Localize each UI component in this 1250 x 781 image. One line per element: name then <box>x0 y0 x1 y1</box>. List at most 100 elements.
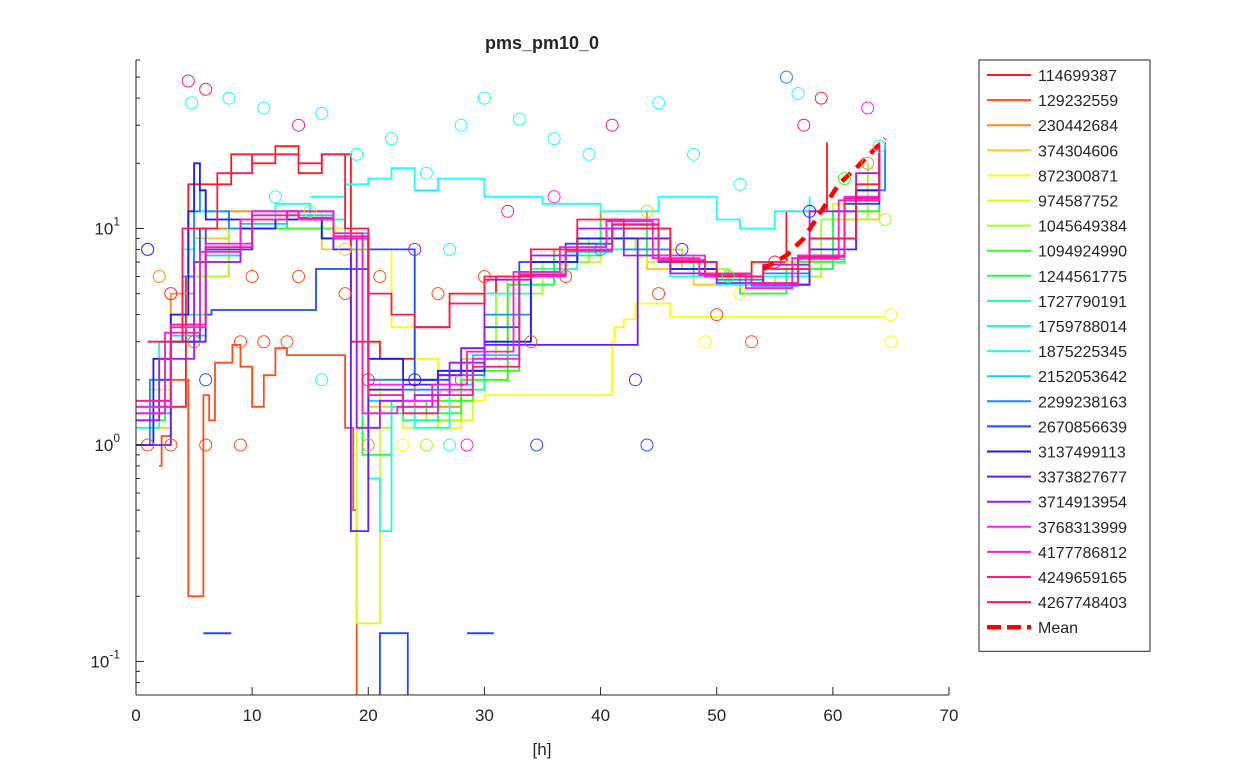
data-point-circle <box>501 204 515 218</box>
legend-label: 374304606 <box>1038 143 1118 160</box>
data-point-circle <box>460 438 474 452</box>
data-point-circle <box>222 91 236 105</box>
data-point-circle <box>530 438 544 452</box>
series-line-1875225345 <box>310 167 811 230</box>
data-point-circle <box>164 287 178 301</box>
x-tick-label: 30 <box>475 706 494 725</box>
data-point-circle <box>861 156 875 170</box>
data-point-circle <box>884 308 898 322</box>
data-point-circle <box>443 438 457 452</box>
data-point-circle <box>605 118 619 132</box>
series-line-129232559 <box>159 344 358 695</box>
plot-area <box>136 70 898 695</box>
legend-label: 2152053642 <box>1038 369 1127 386</box>
data-point-circle <box>234 438 247 452</box>
legend-label: 230442684 <box>1038 118 1118 135</box>
x-tick-label: 20 <box>359 706 378 725</box>
x-tick-label: 10 <box>243 706 262 725</box>
data-point-circle <box>408 242 422 256</box>
x-tick-label: 40 <box>591 706 610 725</box>
legend-label: Mean <box>1038 620 1078 637</box>
data-point-circle <box>675 242 689 256</box>
data-point-circle <box>721 270 735 283</box>
series-line-3768313999 <box>136 146 881 408</box>
data-point-circle <box>838 172 851 186</box>
data-point-circle <box>257 335 271 349</box>
data-point-circle <box>408 373 422 387</box>
legend-label: 3137499113 <box>1038 445 1126 462</box>
data-point-circle <box>477 91 491 105</box>
step-trace-0 <box>379 632 409 695</box>
data-point-circle <box>257 101 271 115</box>
legend-label: 1094924990 <box>1038 244 1127 261</box>
data-point-circle <box>280 335 294 349</box>
data-point-circle <box>547 132 561 146</box>
data-point-circle <box>454 373 468 387</box>
legend-label: 4267748403 <box>1038 595 1127 612</box>
legend-label: 4249659165 <box>1038 570 1127 587</box>
data-point-circle <box>185 96 199 110</box>
legend-label: 872300871 <box>1038 168 1118 185</box>
series-lines <box>136 137 887 695</box>
legend-label: 129232559 <box>1038 93 1118 110</box>
data-point-circle <box>245 270 259 283</box>
data-point-circle <box>797 118 811 132</box>
data-point-circle <box>559 270 573 283</box>
data-point-circle <box>303 204 317 218</box>
data-point-circle <box>640 204 654 218</box>
series-line-4267748403 <box>147 142 881 343</box>
legend-label: 974587752 <box>1038 194 1118 211</box>
data-point-circle <box>292 270 306 283</box>
y-tick-label: 10-1 <box>90 647 120 671</box>
legend: 114699387 129232559 230442684 374304606 8723… <box>978 59 1151 652</box>
data-point-circle <box>454 118 468 132</box>
legend-label: 2670856639 <box>1038 419 1127 436</box>
data-point-circle <box>199 82 213 96</box>
data-point-circle <box>443 242 457 256</box>
x-tick-label: 70 <box>940 706 959 725</box>
legend-label: 1244561775 <box>1038 269 1127 286</box>
x-tick-label: 50 <box>707 706 726 725</box>
data-point-circle <box>373 270 387 283</box>
y-tick-label: 100 <box>94 431 120 455</box>
data-point-circle <box>361 373 375 387</box>
data-point-circle <box>594 242 608 256</box>
legend-label: 3373827677 <box>1038 470 1127 487</box>
data-point-circle <box>338 287 352 301</box>
data-point-circle <box>181 74 195 88</box>
series-line-mean <box>762 137 887 271</box>
data-point-circle <box>779 70 793 84</box>
y-tick-label: 101 <box>94 214 120 238</box>
data-point-circle <box>652 96 666 110</box>
data-point-circle <box>547 190 561 204</box>
data-point-circle <box>361 438 375 452</box>
legend-label: 1727790191 <box>1038 294 1127 311</box>
data-point-circle <box>477 270 491 283</box>
data-point-circle <box>199 373 213 387</box>
data-point-circle <box>350 147 364 161</box>
data-point-circle <box>524 335 538 349</box>
legend-label: 3768313999 <box>1038 520 1127 537</box>
legend-label: 1045649384 <box>1038 219 1127 236</box>
legend-label: 2299238163 <box>1038 394 1127 411</box>
data-point-circle <box>268 190 282 204</box>
x-axis-label: [h] <box>533 740 552 759</box>
data-point-circle <box>582 147 596 161</box>
data-point-circle <box>315 373 329 387</box>
data-point-circle <box>315 106 329 120</box>
data-point-circle <box>710 308 724 322</box>
data-point-circle <box>141 242 155 256</box>
data-point-circle <box>652 287 666 301</box>
data-point-circle <box>628 373 642 387</box>
data-point-circle <box>745 335 759 349</box>
legend-label: 3714913954 <box>1038 495 1127 512</box>
series-line-4177786812 <box>136 150 881 415</box>
data-point-circle <box>803 204 817 218</box>
data-point-circle <box>733 177 747 191</box>
data-point-circle <box>814 91 828 105</box>
axes: 0 10 20 30 40 50 60 70 10-1 100 101 <box>90 59 959 725</box>
data-point-circle <box>419 438 433 452</box>
data-point-circle <box>396 438 410 452</box>
legend-label: 4177786812 <box>1038 545 1127 562</box>
data-point-circle <box>872 139 886 153</box>
